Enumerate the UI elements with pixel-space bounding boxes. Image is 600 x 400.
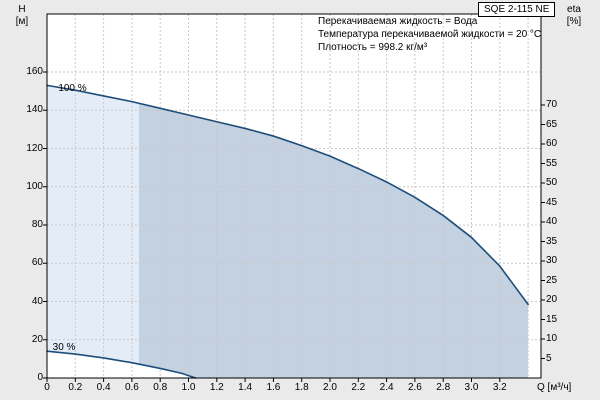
operating-area-main [138, 103, 529, 378]
y2-tick-label: 55 [546, 157, 558, 169]
y-tick-label: 40 [31, 295, 43, 307]
left-axis-title: H [м] [8, 4, 36, 28]
y2-tick-label: 5 [546, 352, 552, 364]
y2-tick-label: 45 [546, 196, 558, 208]
left-axis-symbol: H [18, 4, 26, 15]
y-tick-label: 160 [26, 66, 43, 77]
x-tick-label: 0.6 [124, 382, 139, 393]
info-line-density: Плотность = 998.2 кг/м³ [318, 42, 428, 53]
right-axis-unit: [%] [566, 16, 582, 27]
fluid-info-block: Перекачиваемая жидкость = Вода Температу… [318, 15, 541, 54]
x-tick-label: 2.0 [323, 382, 337, 393]
y-tick-label: 20 [31, 333, 43, 345]
y-tick-label: 80 [31, 219, 43, 230]
right-axis-title: eta [%] [556, 4, 592, 28]
y-tick-label: 140 [26, 104, 43, 116]
x-tick-label: 0.8 [153, 382, 168, 393]
x-tick-label: 0.4 [96, 382, 111, 393]
x-tick-label: 2.4 [379, 382, 394, 393]
y2-tick-label: 20 [546, 294, 558, 305]
right-axis-symbol: eta [567, 4, 581, 15]
y2-tick-label: 70 [546, 99, 558, 110]
x-tick-label: 1.8 [294, 382, 309, 393]
x-tick-label: 2.2 [351, 382, 366, 393]
pump-curve-100 [46, 84, 529, 306]
y-tick-label: 0 [37, 372, 43, 383]
x-tick-label: 3.0 [464, 382, 479, 393]
y2-tick-label: 25 [546, 274, 558, 286]
pump-curve-30 [46, 350, 197, 379]
y-tick-label: 120 [26, 142, 43, 154]
x-axis-title: Q [м³/ч] [537, 382, 572, 393]
x-tick-label: 1.0 [181, 382, 196, 393]
plot-border [46, 13, 542, 379]
y2-tick-label: 50 [546, 177, 558, 188]
x-tick-label: 2.6 [407, 382, 422, 393]
x-tick-label: 1.2 [209, 382, 224, 393]
y2-tick-label: 15 [546, 313, 558, 325]
y2-tick-label: 65 [546, 118, 558, 130]
y2-tick-label: 35 [546, 235, 558, 247]
y2-tick-label: 40 [546, 216, 558, 227]
x-tick-label: 0.2 [68, 382, 83, 393]
y2-tick-label: 60 [546, 138, 558, 149]
info-line-fluid: Перекачиваемая жидкость = Вода [318, 16, 478, 27]
y2-tick-label: 10 [546, 333, 558, 344]
x-tick-label: 1.4 [238, 382, 253, 393]
y-tick-label: 60 [31, 257, 43, 269]
left-axis-unit: [м] [15, 16, 29, 27]
info-line-temperature: Температура перекачиваемой жидкости = 20… [318, 29, 542, 40]
curve-speed-label: 30 % [52, 341, 76, 353]
x-tick-label: 3.2 [492, 382, 507, 393]
pump-model-badge: SQE 2-115 NE [478, 2, 556, 17]
x-tick-label: 1.6 [266, 382, 281, 393]
x-tick-label: 0 [44, 382, 50, 393]
curve-speed-label: 100 % [58, 83, 87, 95]
y2-tick-label: 30 [546, 255, 558, 266]
x-tick-label: 2.8 [436, 382, 451, 393]
y-tick-label: 100 [26, 180, 43, 192]
